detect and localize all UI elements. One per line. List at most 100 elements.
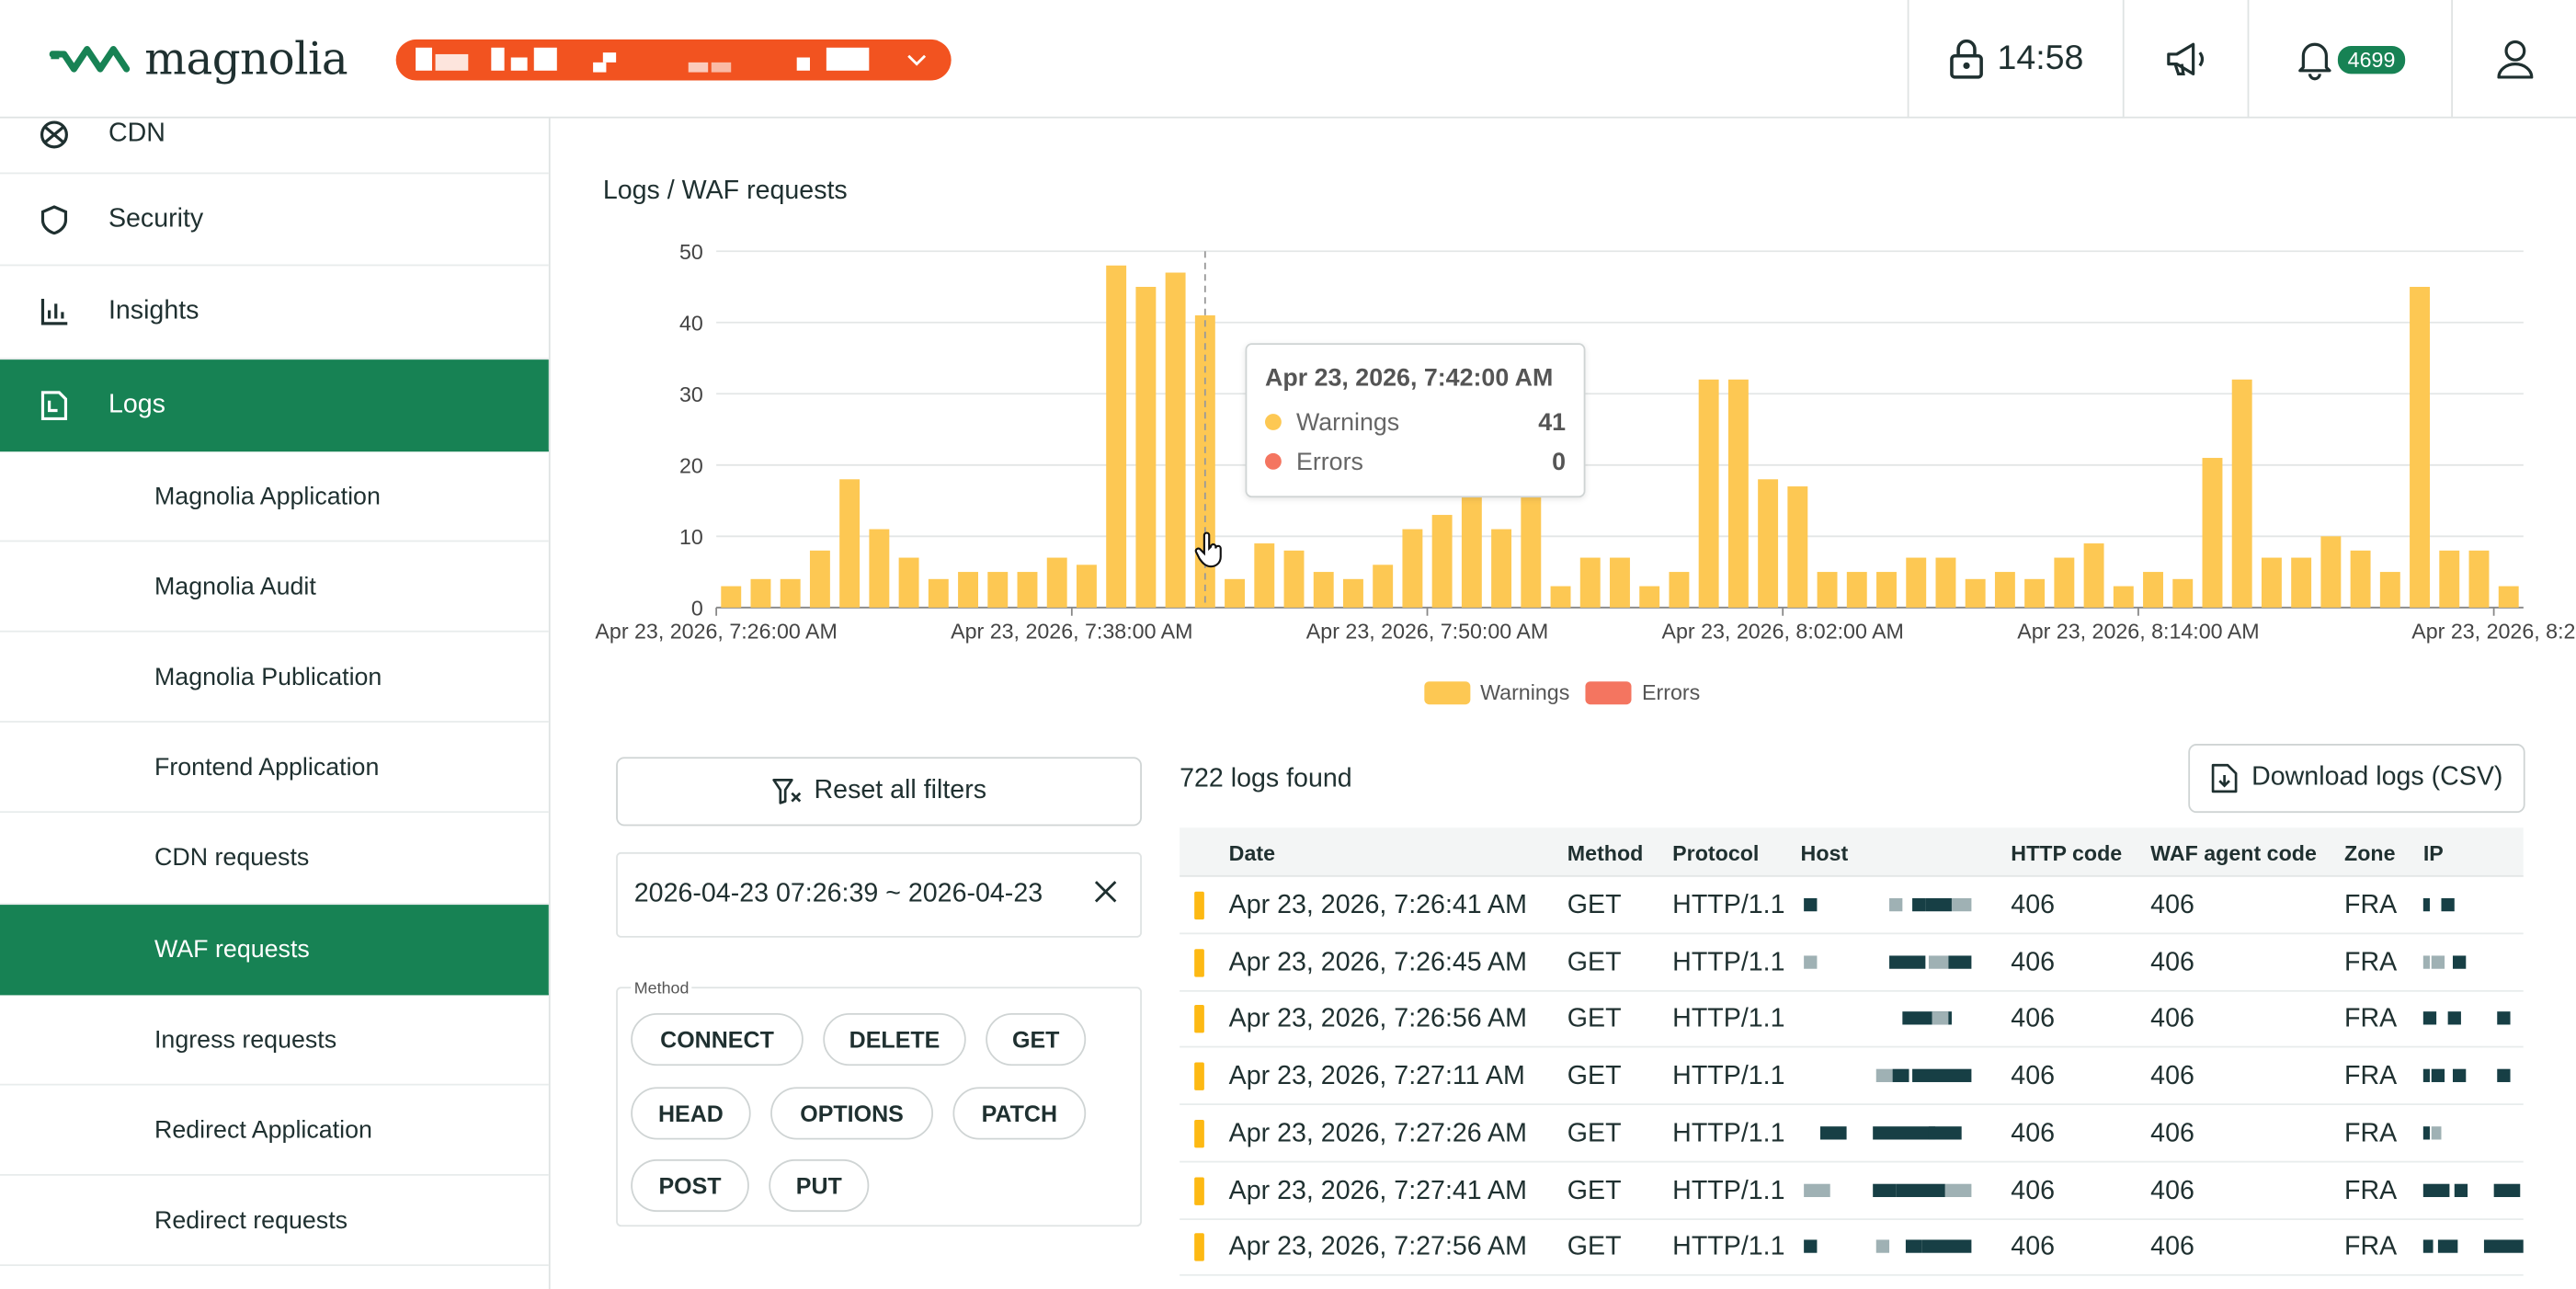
bar-warnings <box>1373 565 1394 608</box>
announcements-button[interactable] <box>2122 0 2248 119</box>
hand-cursor-icon <box>1194 531 1222 568</box>
redacted-block <box>2437 1239 2458 1254</box>
cell-waf-agent-code: 406 <box>2150 1119 2194 1148</box>
redacted-block <box>1921 1239 1972 1254</box>
clear-date-icon[interactable] <box>1094 880 1117 911</box>
sidebar-subitem-redirect-requests[interactable]: Redirect requests <box>0 1176 549 1267</box>
sidebar-subitem-ingress-requests[interactable]: Ingress requests <box>0 995 549 1086</box>
redacted-block <box>1925 897 1952 912</box>
legend-errors[interactable]: Errors <box>1586 679 1700 704</box>
redacted-block <box>1892 1068 1909 1083</box>
magnolia-logo-icon <box>49 46 131 73</box>
x-tick-label: Apr 23, 2026, 7:38:00 AM <box>951 620 1192 644</box>
sidebar-subitem-magnolia-application[interactable]: Magnolia Application <box>0 451 549 542</box>
sidebar-item-cdn[interactable]: CDN <box>0 119 549 175</box>
method-chip-put[interactable]: PUT <box>769 1158 870 1213</box>
x-tick-label: Apr 23, 2026, 8:2 <box>2411 620 2575 644</box>
redacted-block <box>2452 1068 2467 1083</box>
sidebar-subitem-frontend-application[interactable]: Frontend Application <box>0 723 549 814</box>
session-timer[interactable]: 14:58 <box>1907 0 2123 119</box>
bar-warnings <box>2379 572 2400 608</box>
sidebar-subitem-waf-requests[interactable]: WAF requests <box>0 905 549 996</box>
user-menu-button[interactable] <box>2451 0 2576 119</box>
method-chip-connect[interactable]: CONNECT <box>631 1012 804 1067</box>
column-host[interactable]: Host <box>1800 840 1849 866</box>
bar-warnings <box>1787 486 1808 608</box>
column-date[interactable]: Date <box>1228 840 1276 866</box>
bar-warnings <box>928 578 949 608</box>
redacted-block <box>1875 1068 1893 1083</box>
redacted-block <box>2441 897 2455 912</box>
table-row[interactable]: Apr 23, 2026, 7:27:56 AM GET HTTP/1.1 406 40… <box>1180 1219 2524 1277</box>
download-file-icon <box>2210 763 2237 793</box>
cell-date: Apr 23, 2026, 7:26:45 AM <box>1228 948 1527 977</box>
bar-warnings <box>1225 578 1246 608</box>
warning-level-indicator <box>1194 1176 1204 1205</box>
redacted-block <box>2422 897 2430 912</box>
table-row[interactable]: Apr 23, 2026, 7:26:56 AM GET HTTP/1.1 406 40… <box>1180 991 2524 1049</box>
x-tick-label: Apr 23, 2026, 8:14:00 AM <box>2017 620 2259 644</box>
method-chip-get[interactable]: GET <box>986 1012 1087 1067</box>
method-chip-delete[interactable]: DELETE <box>823 1012 966 1067</box>
warning-level-indicator <box>1194 1233 1204 1261</box>
date-range-input[interactable]: 2026-04-23 07:26:39 ~ 2026-04-23 <box>616 851 1142 938</box>
y-tick-label: 20 <box>679 454 703 478</box>
x-tick-label: Apr 23, 2026, 7:50:00 AM <box>1306 620 1548 644</box>
redacted-block <box>1948 954 1972 969</box>
bar-warnings <box>2143 572 2163 608</box>
method-chip-patch[interactable]: PATCH <box>952 1087 1087 1140</box>
redacted-block <box>2447 1011 2461 1026</box>
column-waf-agent-code[interactable]: WAF agent code <box>2150 840 2317 866</box>
tooltip-row-warnings: Warnings 41 <box>1264 403 1566 442</box>
y-tick-label: 0 <box>691 597 703 621</box>
waf-requests-chart[interactable]: 0 10 20 30 40 50 Apr 23, 2026, 7:26:00 AM Apr 2… <box>551 119 2576 660</box>
legend-warnings[interactable]: Warnings <box>1424 679 1569 704</box>
column-method[interactable]: Method <box>1567 840 1644 866</box>
table-row[interactable]: Apr 23, 2026, 7:26:41 AM GET HTTP/1.1 406 40… <box>1180 877 2524 935</box>
table-row[interactable]: Apr 23, 2026, 7:26:45 AM GET HTTP/1.1 406 40… <box>1180 934 2524 992</box>
environment-selector[interactable] <box>395 39 952 81</box>
sidebar-item-insights[interactable]: Insights <box>0 266 549 360</box>
main-content: Logs / WAF requests 0 10 20 30 40 50 Apr 23, 2… <box>551 119 2576 1289</box>
cell-http-code: 406 <box>2011 1176 2056 1205</box>
table-row[interactable]: Apr 23, 2026, 7:27:26 AM GET HTTP/1.1 406 40… <box>1180 1105 2524 1163</box>
sidebar-subitem-redirect-application[interactable]: Redirect Application <box>0 1086 549 1176</box>
method-chip-post[interactable]: POST <box>631 1158 749 1213</box>
sidebar-item-label: Logs <box>108 390 165 418</box>
bar-warnings <box>1461 493 1482 608</box>
method-chip-options[interactable]: OPTIONS <box>770 1087 934 1140</box>
download-csv-button[interactable]: Download logs (CSV) <box>2188 744 2525 814</box>
table-header: Date Method Protocol Host HTTP code WAF … <box>1180 827 2524 877</box>
sidebar-item-security[interactable]: Security <box>0 174 549 267</box>
cell-protocol: HTTP/1.1 <box>1672 1119 1785 1148</box>
bar-warnings <box>2261 557 2282 608</box>
sidebar-item-logs[interactable]: Logs <box>0 359 549 452</box>
notifications-button[interactable]: 4699 <box>2247 0 2452 119</box>
reset-filters-button[interactable]: Reset all filters <box>616 757 1142 827</box>
cell-waf-agent-code: 406 <box>2150 1005 2194 1034</box>
bar-warnings <box>1906 557 1927 608</box>
redacted-block <box>2454 1182 2468 1197</box>
column-protocol[interactable]: Protocol <box>1672 840 1760 866</box>
table-row[interactable]: Apr 23, 2026, 7:27:41 AM GET HTTP/1.1 406 40… <box>1180 1162 2524 1220</box>
bar-warnings <box>1106 265 1127 608</box>
bar-warnings <box>809 550 830 608</box>
sidebar-subitem-magnolia-publication[interactable]: Magnolia Publication <box>0 633 549 723</box>
table-row[interactable]: Apr 23, 2026, 7:27:11 AM GET HTTP/1.1 406 40… <box>1180 1048 2524 1106</box>
bar-warnings <box>1343 578 1363 608</box>
cell-waf-agent-code: 406 <box>2150 1176 2194 1205</box>
redacted-block <box>2422 1068 2430 1083</box>
method-filter: Method CONNECT DELETE GET HEAD OPTIONS P… <box>616 980 1142 1227</box>
cell-method: GET <box>1567 948 1622 977</box>
megaphone-icon <box>2166 42 2204 75</box>
method-chip-head[interactable]: HEAD <box>631 1087 751 1140</box>
column-ip[interactable]: IP <box>2422 840 2444 866</box>
bar-warnings <box>1846 572 1867 608</box>
sidebar-subitem-cdn-requests[interactable]: CDN requests <box>0 813 549 906</box>
column-zone[interactable]: Zone <box>2344 840 2396 866</box>
brand-logo[interactable]: magnolia <box>49 29 348 88</box>
sidebar-subitem-magnolia-audit[interactable]: Magnolia Audit <box>0 542 549 633</box>
sidebar-subitem-label: Magnolia Application <box>154 482 381 510</box>
bar-warnings <box>1639 586 1660 608</box>
column-http-code[interactable]: HTTP code <box>2011 840 2123 866</box>
